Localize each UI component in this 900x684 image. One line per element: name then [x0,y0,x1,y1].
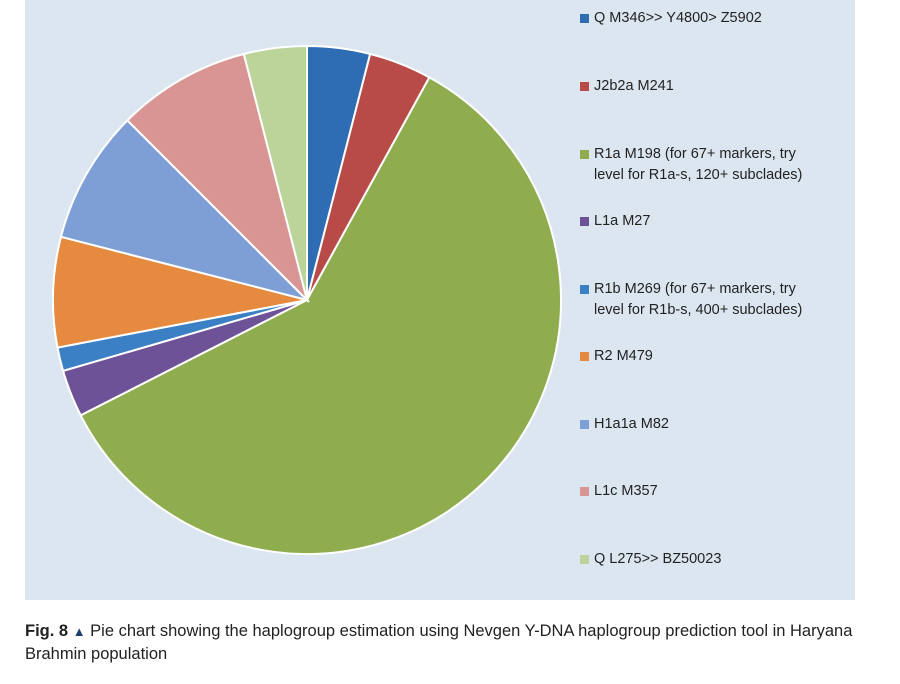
legend-swatch [580,150,589,159]
legend-item-8: Q L275>> BZ50023 [580,549,721,570]
legend-swatch [580,420,589,429]
legend-swatch [580,217,589,226]
legend-label: Q M346>> Y4800> Z5902 [594,10,762,26]
legend-label: Q L275>> BZ50023 [594,551,722,567]
legend-item-6: H1a1a M82 [580,414,669,435]
legend-label: L1c M357 [594,483,658,499]
pie-slice-7 [125,52,309,304]
legend-label: J2b2a M241 [594,78,674,94]
legend-swatch [580,352,589,361]
pie-slice-5 [52,235,308,349]
chart-figure: Q M346>> Y4800> Z5902 J2b2a M241 R1a M198 … [25,0,855,600]
caption-text: Pie chart showing the haplogroup estimat… [25,622,853,663]
legend-swatch [580,487,589,496]
legend-swatch [580,82,589,91]
legend-swatch [580,285,589,294]
legend-swatch [580,14,589,23]
legend-item-3: L1a M27 [580,211,650,232]
legend-label: R2 M479 [594,348,653,364]
legend-swatch [580,555,589,564]
pie-chart [52,44,562,555]
legend-item-4: R1b M269 (for 67+ markers, try level for… [580,279,802,321]
legend-label: L1a M27 [594,213,651,229]
legend-item-5: R2 M479 [580,346,653,367]
legend-item-2: R1a M198 (for 67+ markers, try level for… [580,144,802,186]
legend-label: R1a M198 (for 67+ markers, try level for… [594,146,803,183]
pie-slice-6 [59,118,311,302]
triangle-icon: ▲ [72,624,86,639]
legend-label: R1b M269 (for 67+ markers, try level for… [594,281,803,318]
pie-slice-8 [242,44,308,301]
legend-label: H1a1a M82 [594,416,669,432]
legend-item-7: L1c M357 [580,481,658,502]
figure-label: Fig. 8 [25,622,69,640]
figure-caption: Fig. 8 ▲ Pie chart showing the haplogrou… [25,620,865,665]
legend-item-1: J2b2a M241 [580,76,674,97]
chart-legend: Q M346>> Y4800> Z5902 J2b2a M241 R1a M198 … [580,0,855,600]
legend-item-0: Q M346>> Y4800> Z5902 [580,8,762,29]
pie-slice-2 [79,76,562,555]
